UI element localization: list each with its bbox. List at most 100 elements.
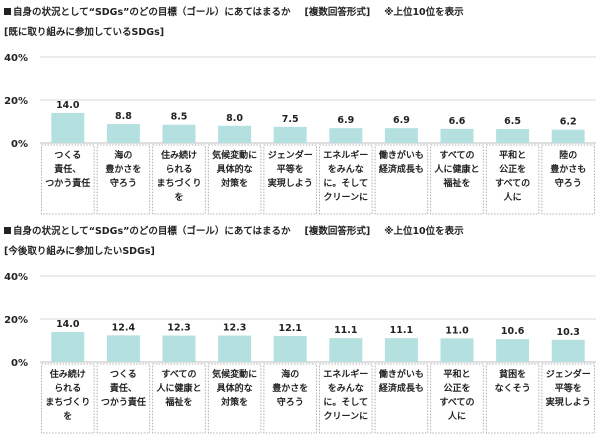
category-box <box>96 363 151 434</box>
category-box <box>374 144 429 215</box>
category-box <box>319 144 373 215</box>
bar <box>496 129 530 143</box>
data-label: 6.6 <box>449 116 466 127</box>
category-label: 人に健康と <box>155 382 201 394</box>
category-label: 対策を <box>220 177 248 189</box>
category-box <box>430 363 484 434</box>
category-box <box>485 363 540 434</box>
data-label: 8.8 <box>115 111 132 122</box>
category-label: 豊かさも <box>550 163 586 175</box>
data-label: 6.5 <box>504 116 521 127</box>
category-label: まちづくり <box>156 177 201 189</box>
category-label: つかう責任 <box>45 177 90 189</box>
category-label: まちづくり <box>45 396 90 408</box>
category-label: 福祉を <box>164 396 192 408</box>
bar <box>440 338 474 362</box>
chart-panel-future: 自身の状況として“SDGs”のどの目標（ゴール）にあてはまるか [複数回答形式] ※… <box>0 219 599 438</box>
format-note: [複数回答形式] <box>304 7 371 18</box>
data-label: 6.9 <box>393 115 410 126</box>
bar <box>384 338 418 362</box>
category-label: 経済成長も <box>379 382 424 394</box>
y-tick-label: 40% <box>4 53 28 64</box>
bullet-square-icon <box>4 227 11 234</box>
bar <box>218 125 252 143</box>
bar <box>51 112 85 143</box>
category-label: すべての <box>439 397 474 408</box>
category-label: ジェンダー <box>268 149 313 161</box>
category-label: つくる <box>110 369 137 380</box>
bar <box>440 128 474 143</box>
bullet-square-icon <box>4 8 11 15</box>
category-label: 対策を <box>220 396 248 408</box>
category-label: 人に <box>503 191 522 203</box>
category-label: られる <box>54 383 81 394</box>
category-label: 実現しよう <box>546 396 591 408</box>
category-label: 守ろう <box>110 177 137 189</box>
chart-subtitle: [既に取り組みに参加しているSDGs] <box>4 27 165 38</box>
category-label: を <box>174 192 183 203</box>
bar <box>329 128 363 143</box>
category-label: 福祉を <box>442 177 470 189</box>
category-label: に。そして <box>323 397 368 408</box>
bar <box>51 331 85 362</box>
category-label: を <box>63 411 72 422</box>
chart-title: 自身の状況として“SDGs”のどの目標（ゴール）にあてはまるか [複数回答形式] ※… <box>4 4 464 18</box>
category-box <box>319 363 373 434</box>
category-label: 豊かさを <box>105 163 141 175</box>
category-label: 責任、 <box>110 382 137 394</box>
category-label: 気候変動に <box>212 368 257 380</box>
bar <box>106 124 140 143</box>
category-label: ジェンダー <box>546 368 591 380</box>
y-tick-label: 20% <box>4 96 28 107</box>
category-label: 平和と <box>443 368 470 380</box>
chart-title: 自身の状況として“SDGs”のどの目標（ゴール）にあてはまるか [複数回答形式] ※… <box>4 223 464 237</box>
category-label: 具体的な <box>216 382 253 394</box>
ranking-note: ※上位10位を表示 <box>384 7 464 18</box>
category-label: 具体的な <box>216 163 253 175</box>
data-label: 7.5 <box>282 114 299 125</box>
category-label: 平等を <box>277 163 304 175</box>
category-label: 平等を <box>555 382 582 394</box>
category-label: 働きがいも <box>378 149 424 161</box>
category-label: 住み続け <box>161 149 197 161</box>
category-label: 気候変動に <box>212 149 257 161</box>
bar <box>551 129 585 143</box>
category-label: 人に <box>447 410 466 422</box>
category-label: 平和と <box>499 149 526 161</box>
y-tick-label: 0% <box>11 139 28 150</box>
chart-subtitle: [今後取り組みに参加したいSDGs] <box>4 246 155 257</box>
data-label: 6.9 <box>337 115 354 126</box>
category-label: をみんな <box>328 164 364 175</box>
category-label: エネルギー <box>323 368 368 380</box>
data-label: 8.0 <box>226 113 243 124</box>
category-box <box>96 144 151 215</box>
category-box <box>41 363 95 434</box>
category-box <box>430 144 484 215</box>
category-label: 実現しよう <box>268 177 313 189</box>
data-label: 12.3 <box>223 323 246 334</box>
category-label: すべての <box>495 178 530 189</box>
category-label: 責任、 <box>54 163 81 175</box>
category-label: 公正を <box>443 383 470 394</box>
data-label: 10.3 <box>556 327 579 338</box>
bar <box>273 335 307 362</box>
ranking-note: ※上位10位を表示 <box>384 226 464 237</box>
bar <box>273 126 307 143</box>
category-label: なくそう <box>495 383 531 394</box>
category-label: をみんな <box>328 383 364 394</box>
category-label: 守ろう <box>555 177 582 189</box>
chart-title-text: 自身の状況として“SDGs”のどの目標（ゴール）にあてはまるか <box>13 226 291 237</box>
category-label: つくる <box>54 150 81 161</box>
category-box <box>152 363 206 434</box>
category-label: に。そして <box>323 178 368 189</box>
category-box <box>263 363 317 434</box>
category-label: 住み続け <box>50 368 86 380</box>
chart-panel-current: 自身の状況として“SDGs”のどの目標（ゴール）にあてはまるか [複数回答形式] ※… <box>0 0 599 219</box>
data-label: 11.1 <box>390 325 413 336</box>
bar <box>162 124 196 143</box>
category-box <box>207 144 262 215</box>
bar <box>384 128 418 143</box>
data-label: 12.4 <box>112 322 136 333</box>
